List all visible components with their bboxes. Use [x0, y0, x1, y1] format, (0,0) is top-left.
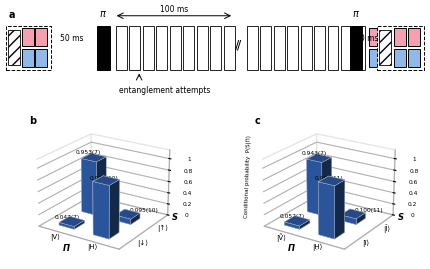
Bar [8, 30, 20, 65]
Bar [328, 26, 338, 69]
Bar [350, 26, 362, 69]
Bar [382, 49, 394, 67]
Bar [260, 26, 271, 69]
Bar [369, 49, 381, 67]
Bar [224, 26, 235, 69]
Bar [273, 26, 285, 69]
Bar [394, 28, 406, 47]
Bar [314, 26, 325, 69]
Bar [382, 28, 394, 47]
Bar [143, 26, 154, 69]
Bar [247, 26, 258, 69]
Text: b: b [29, 116, 36, 126]
Text: $\pi$: $\pi$ [99, 9, 108, 19]
Bar [408, 28, 420, 47]
Bar [22, 28, 34, 47]
Text: 50 ms: 50 ms [355, 34, 378, 43]
Bar [377, 26, 424, 69]
Bar [287, 26, 298, 69]
Bar [36, 28, 47, 47]
Text: entanglement attempts: entanglement attempts [119, 86, 210, 95]
Bar [197, 26, 208, 69]
Bar [210, 26, 221, 69]
Text: 50 ms: 50 ms [60, 34, 83, 43]
Bar [301, 26, 311, 69]
Bar [408, 49, 420, 67]
Text: $\!\!/\!/$: $\!\!/\!/$ [234, 38, 243, 52]
Bar [183, 26, 194, 69]
Text: a: a [9, 10, 15, 20]
Bar [157, 26, 167, 69]
Bar [97, 26, 110, 69]
Bar [170, 26, 181, 69]
Bar [129, 26, 141, 69]
Bar [341, 26, 352, 69]
Bar [378, 30, 391, 65]
Bar [369, 28, 381, 47]
Bar [36, 49, 47, 67]
Bar [116, 26, 127, 69]
Text: 100 ms: 100 ms [160, 5, 188, 14]
Bar [354, 26, 366, 69]
Bar [394, 49, 406, 67]
Text: c: c [254, 116, 260, 126]
Bar [22, 49, 34, 67]
Text: $\pi$: $\pi$ [352, 9, 360, 19]
Bar [6, 26, 51, 69]
